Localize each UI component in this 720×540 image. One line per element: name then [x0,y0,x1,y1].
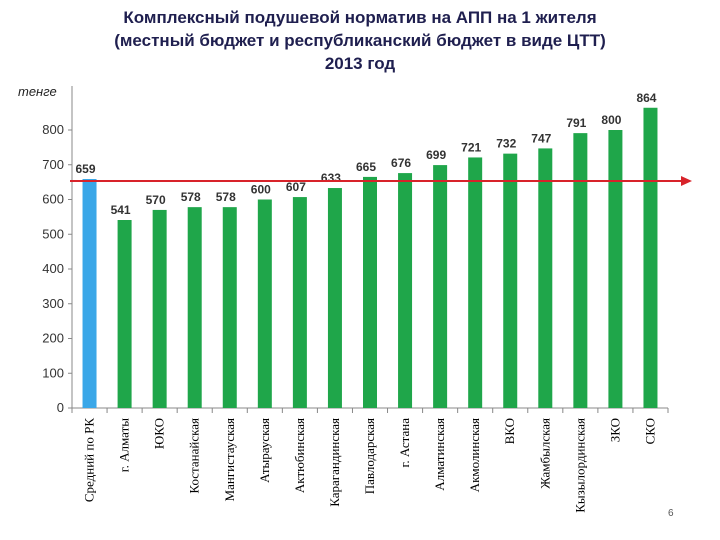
y-tick-label: 0 [57,400,64,415]
data-label: 864 [636,91,656,105]
y-tick-label: 300 [42,296,64,311]
y-tick-label: 500 [42,226,64,241]
bar [82,178,97,408]
data-label: 747 [531,131,551,145]
x-tick-label: Актюбинская [292,418,307,493]
data-label: 541 [111,203,131,217]
x-tick-label: Жамбылская [537,418,552,489]
data-label: 578 [216,190,236,204]
data-label: 721 [461,140,481,154]
y-tick-label: 700 [42,157,64,172]
chart-data-labels: 659 541 570 578 578 600 607 633 665 676 699 721 732 7… [76,91,657,217]
x-tick-label: ЮКО [152,418,167,449]
data-label: 732 [496,137,516,151]
y-tick-label: 600 [42,192,64,207]
y-tick-label: 800 [42,122,64,137]
reference-line-arrowhead [681,175,692,186]
x-tick-label: ВКО [502,418,517,444]
bar [152,209,167,408]
x-tick-label: г. Астана [397,418,412,468]
x-tick-label: Костанайская [187,418,202,494]
x-tick-label: Кызылординская [572,418,587,513]
chart-category-labels: Средний по РК г. Алматы ЮКО Костанайская Ман… [82,418,658,513]
x-tick-label: г. Алматы [117,418,132,472]
bar [117,220,132,408]
bar [398,173,413,408]
title-line-1: Комплексный подушевой норматив на АПП на… [123,8,597,27]
y-tick-label: 200 [42,331,64,346]
data-label: 791 [566,116,586,130]
data-label: 633 [321,171,341,185]
x-tick-label: Акмолинская [467,418,482,492]
x-tick-label: ЗКО [607,418,622,442]
data-label: 800 [601,113,621,127]
y-tick-label: 100 [42,365,64,380]
bar [327,188,342,408]
title-line-3: 2013 год [324,54,396,73]
y-axis-unit-label: тенге [18,84,57,99]
page-number: 6 [668,508,674,519]
data-label: 578 [181,190,201,204]
data-label: 676 [391,156,411,170]
data-label: 659 [76,162,96,176]
bar [573,133,588,408]
data-label: 570 [146,193,166,207]
x-tick-label: Алматинская [432,418,447,491]
x-tick-label: Карагандинская [327,418,342,507]
bar [503,153,518,408]
x-tick-label: Мангистауская [222,418,237,501]
chart-axes: 0 100 200 300 400 500 600 700 800 [42,86,669,415]
bar [608,130,623,408]
bar [222,207,237,408]
x-tick-label: Средний по РК [82,418,97,502]
x-tick-label: Павлодарская [362,418,377,494]
bar [643,107,658,408]
bar [433,165,448,408]
reference-line [70,175,692,186]
bar [538,148,553,409]
data-label: 665 [356,160,376,174]
title-line-2: (местный бюджет и республиканский бюджет… [114,31,606,50]
y-tick-label: 400 [42,261,64,276]
bar [292,197,307,408]
bar [187,207,202,408]
bar [257,199,272,408]
x-tick-label: СКО [642,418,657,444]
x-tick-label: Атырауская [257,418,272,483]
bar [468,157,483,408]
chart-bars [82,107,658,409]
data-label: 600 [251,183,271,197]
data-label: 607 [286,180,306,194]
data-label: 699 [426,148,446,162]
chart-title: Комплексный подушевой норматив на АПП на… [0,6,720,75]
bar [363,176,377,408]
